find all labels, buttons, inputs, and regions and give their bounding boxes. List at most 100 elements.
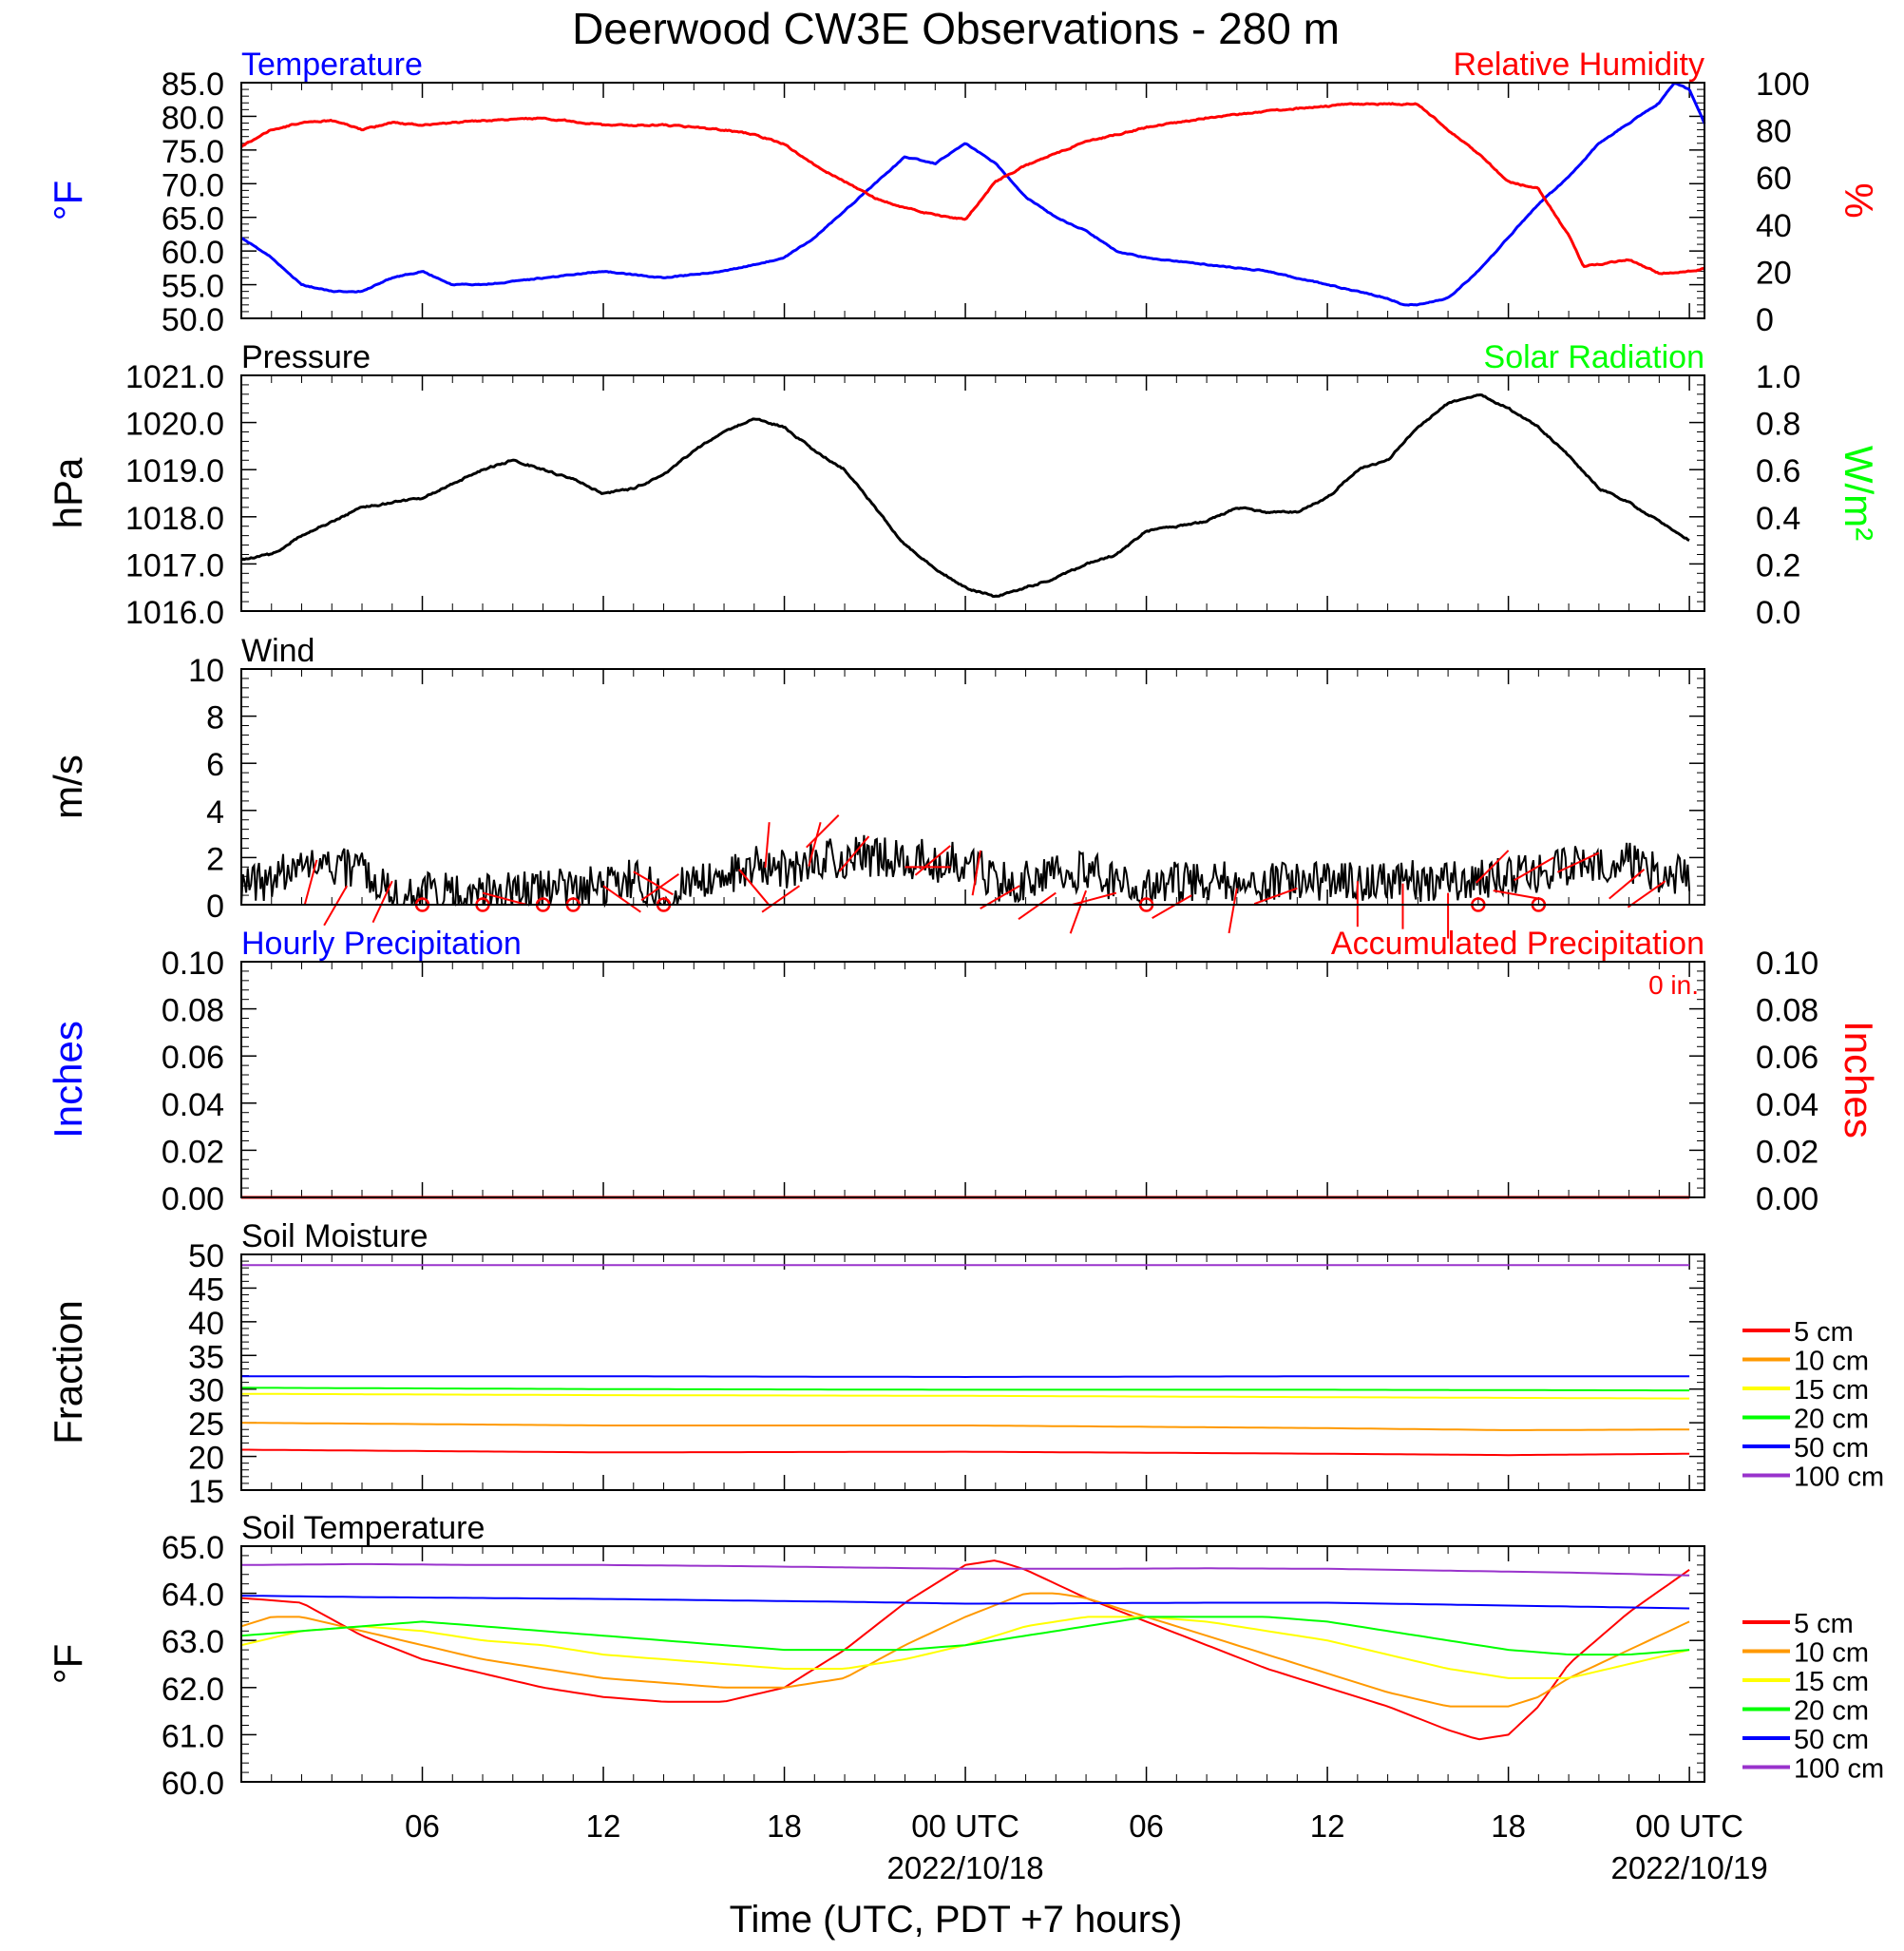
y-tick-label: 50.0 <box>162 302 224 338</box>
series-line-100-cm <box>241 1562 1690 1577</box>
y-tick-label: 0.04 <box>162 1087 224 1123</box>
wind-barb <box>1493 889 1539 900</box>
panel-title: Soil Temperature <box>241 1510 485 1546</box>
y-tick-label: 60.0 <box>162 1766 224 1802</box>
wind-barb <box>808 821 822 867</box>
y-tick-label: 61.0 <box>162 1718 224 1754</box>
wind-barb <box>1072 891 1117 906</box>
wind-barb <box>914 845 951 876</box>
y-tick-label: 1021.0 <box>125 359 224 395</box>
x-tick-label: 06 <box>1129 1808 1164 1844</box>
legend-label: 100 cm <box>1794 1754 1884 1785</box>
x-date-label: 2022/10/19 <box>1611 1850 1768 1885</box>
panel-title: Hourly Precipitation <box>241 926 522 962</box>
y-tick-label: 40 <box>188 1306 224 1342</box>
y-tick-label: 0.00 <box>162 1181 224 1217</box>
y-right-tick-label: 0.2 <box>1756 547 1800 583</box>
panel-precip: 0.00 0.02 0.04 0.06 0.08 0.10 0.00 0.02 0.04 0.06… <box>46 926 1881 1217</box>
plot-frame <box>240 668 1705 906</box>
y-axis-label-right: Inches <box>1837 1021 1881 1138</box>
x-axis: 06 12 18 00 UTC 2022/10/18 06 12 18 00 UTC 2022/1… <box>405 1808 1768 1885</box>
series-line-relative-humidity <box>239 102 1705 276</box>
wind-barb <box>1228 888 1238 934</box>
wind-barb <box>1152 894 1192 919</box>
x-tick-label: 06 <box>405 1808 440 1844</box>
x-tick-label: 18 <box>767 1808 802 1844</box>
series-line-10-cm <box>240 1592 1690 1708</box>
y-axis-label: hPa <box>46 457 90 528</box>
y-right-tick-label: 0.0 <box>1756 595 1800 631</box>
wind-barb <box>371 880 393 924</box>
series-line-10-cm <box>240 1422 1690 1431</box>
panel-title-right: Relative Humidity <box>1453 47 1704 83</box>
plot-frame <box>240 1253 1705 1491</box>
y-tick-label: 30 <box>188 1373 224 1409</box>
panel-wind: 0 2 4 6 8 10 Wind m/s <box>46 633 1705 939</box>
wind-barb <box>761 885 800 913</box>
series-line-15-cm <box>240 1616 1690 1679</box>
wind-barb <box>971 850 981 896</box>
x-tick-label: 18 <box>1491 1808 1526 1844</box>
x-date-label: 2022/10/18 <box>886 1850 1043 1885</box>
series-line-50-cm <box>240 1595 1690 1610</box>
y-tick-label: 15 <box>188 1474 224 1510</box>
y-axis-label: m/s <box>46 755 90 819</box>
y-axis-label: Fraction <box>46 1300 90 1444</box>
y-tick-label: 0 <box>206 889 224 925</box>
y-right-tick-label: 0.10 <box>1756 946 1818 982</box>
y-axis-label-right: W/m² <box>1837 446 1881 541</box>
y-tick-label: 8 <box>206 700 224 736</box>
series-line-20-cm <box>241 1387 1690 1392</box>
panel-title: Soil Moisture <box>241 1218 428 1254</box>
y-right-tick-label: 0.00 <box>1756 1181 1818 1217</box>
y-axis-label: Inches <box>46 1021 90 1138</box>
y-tick-label: 1020.0 <box>125 407 224 443</box>
y-tick-label: 0.10 <box>162 946 224 982</box>
y-tick-label: 63.0 <box>162 1624 224 1660</box>
panel-temp-rh: 50.055.060.065.070.075.080.085.0 0 20 40 60 8… <box>46 47 1881 338</box>
legend-label: 100 cm <box>1794 1463 1884 1493</box>
y-right-tick-label: 0.4 <box>1756 501 1800 537</box>
y-axis-label-right: % <box>1837 182 1881 218</box>
wind-barb <box>1069 889 1088 934</box>
series-line-pressure <box>240 392 1690 599</box>
panels: 50.055.060.065.070.075.080.085.002040608… <box>46 47 1884 1802</box>
y-tick-label: 64.0 <box>162 1578 224 1614</box>
y-right-tick-label: 0.04 <box>1756 1087 1818 1123</box>
y-tick-label: 2 <box>206 841 224 877</box>
y-right-tick-label: 100 <box>1756 67 1810 103</box>
wind-barb <box>1627 880 1666 909</box>
legend-label: 50 cm <box>1794 1725 1869 1755</box>
panel-title: Temperature <box>241 47 423 83</box>
wind-barb <box>1609 869 1646 900</box>
legend-label: 20 cm <box>1794 1405 1869 1435</box>
wind-barb <box>1018 891 1057 920</box>
wind-barb <box>303 859 318 905</box>
y-tick-label: 35 <box>188 1339 224 1375</box>
y-tick-label: 65.0 <box>162 201 224 238</box>
y-tick-label: 50 <box>188 1238 224 1274</box>
y-tick-label: 55.0 <box>162 269 224 305</box>
y-tick-label: 65.0 <box>162 1530 224 1566</box>
panel-soil-temp: 60.0 61.0 62.0 63.0 64.0 65.0 Soil Temperature… <box>46 1510 1884 1802</box>
panel-pressure: 1016.0 1017.0 1018.0 1019.0 1020.0 1021.0 0.0 0… <box>46 339 1881 631</box>
y-tick-label: 85.0 <box>162 67 224 103</box>
plot-frame <box>240 374 1705 612</box>
series-line-wind <box>240 834 1691 909</box>
wind-barb <box>1475 850 1510 884</box>
wind-barb <box>640 872 679 902</box>
y-right-tick-label: 0.08 <box>1756 993 1818 1029</box>
y-right-tick-label: 0.8 <box>1756 407 1800 443</box>
series-line-5-cm <box>240 1559 1690 1741</box>
y-tick-label: 4 <box>206 794 224 831</box>
legend-label: 5 cm <box>1794 1609 1854 1639</box>
x-axis-label: Time (UTC, PDT +7 hours) <box>730 1899 1183 1941</box>
panel-title: Pressure <box>241 339 371 375</box>
series-line-50-cm <box>241 1375 1690 1379</box>
accumulated-total: 0 in. <box>1648 970 1699 1000</box>
x-tick-label: 00 UTC <box>911 1808 1019 1844</box>
x-tick-label: 12 <box>586 1808 621 1844</box>
y-tick-label: 1018.0 <box>125 501 224 537</box>
